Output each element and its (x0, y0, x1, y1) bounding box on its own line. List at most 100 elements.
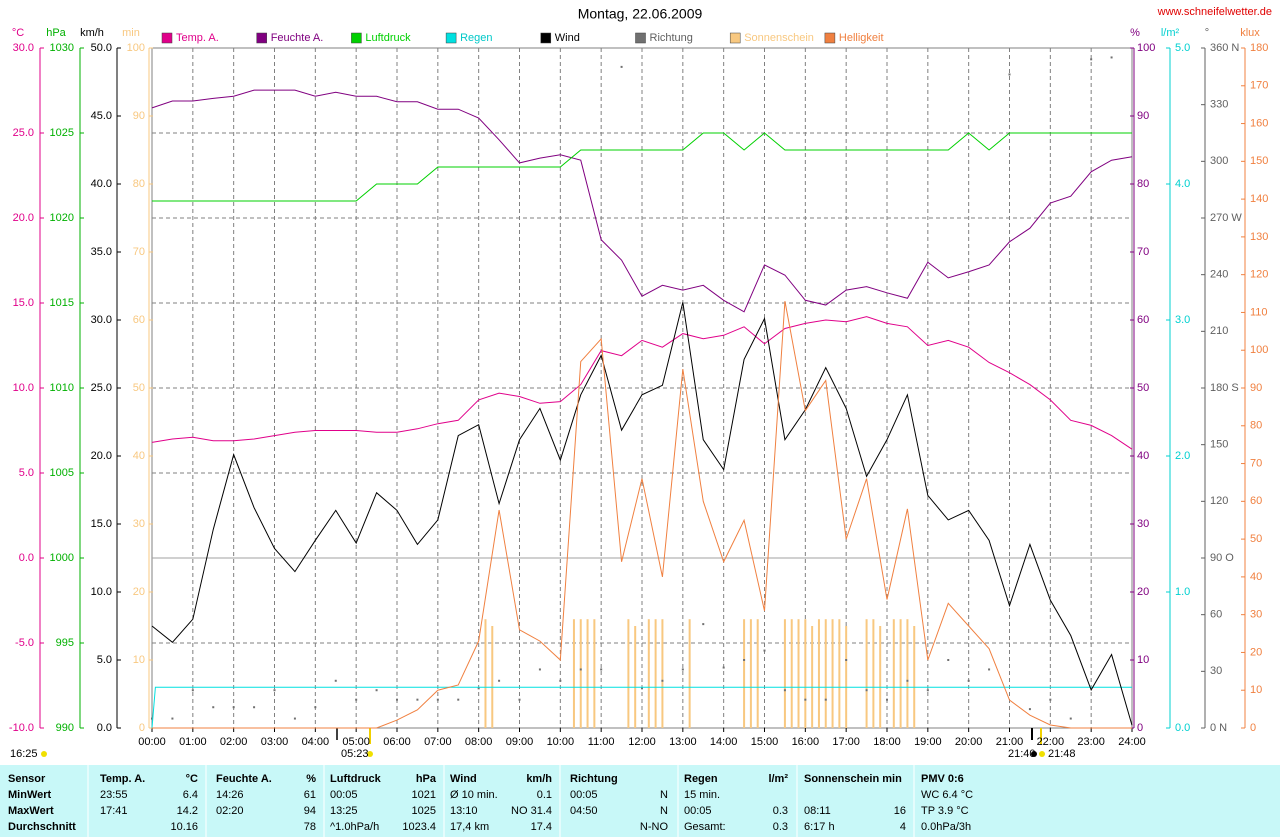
direction-dot (967, 679, 970, 682)
table-cell: 1023.4 (402, 821, 436, 833)
x-tick-label: 02:00 (220, 736, 248, 748)
sunshine-bar (845, 626, 848, 728)
table-header: Sensor (8, 773, 46, 785)
y-tick-label: 1005 (50, 467, 74, 479)
legend-label: Luftdruck (365, 32, 411, 44)
sunshine-bar (831, 619, 834, 728)
direction-dot (763, 649, 766, 652)
direction-dot (436, 698, 439, 701)
sunshine-bar (586, 619, 589, 728)
stats-panel (0, 765, 1280, 837)
y-tick-label: 50.0 (91, 42, 112, 54)
sunshine-bar (899, 619, 902, 728)
y-tick-label: 20 (133, 586, 145, 598)
y-tick-label: 1000 (50, 552, 74, 564)
table-header: °C (186, 773, 198, 785)
table-cell: TP 3.9 °C (921, 805, 969, 817)
sunshine-bar (593, 619, 596, 728)
direction-dot (661, 679, 664, 682)
y-tick-label: 20 (1137, 586, 1149, 598)
x-tick-label: 03:00 (261, 736, 289, 748)
y-tick-label: 210 (1210, 325, 1228, 337)
table-cell: 10.16 (170, 821, 198, 833)
y-tick-label: 90 (133, 110, 145, 122)
table-cell: 04:50 (570, 805, 598, 817)
y-tick-label: 100 (1250, 344, 1268, 356)
website: www.schneifelwetter.de (1157, 6, 1272, 18)
x-tick-label: 20:00 (955, 736, 983, 748)
y-tick-label: 30 (133, 518, 145, 530)
table-cell: 61 (304, 789, 316, 801)
direction-dot (1090, 58, 1093, 61)
table-cell: 00:05 (330, 789, 358, 801)
x-tick-label: 17:00 (832, 736, 860, 748)
table-cell: 13:25 (330, 805, 358, 817)
x-tick-label: 23:00 (1077, 736, 1105, 748)
y-tick-label: 4.0 (1175, 178, 1190, 190)
y-tick-label: 270 W (1210, 212, 1242, 224)
table-header: Richtung (570, 773, 618, 785)
direction-dot (171, 717, 174, 720)
y-tick-label: 10 (133, 654, 145, 666)
direction-dot (477, 687, 480, 690)
sunshine-bar (661, 619, 664, 728)
y-tick-label: 25.0 (13, 127, 34, 139)
table-cell: 00:05 (684, 805, 712, 817)
legend-label: Wind (555, 32, 580, 44)
legend-swatch (540, 32, 552, 44)
sunshine-bar (783, 619, 786, 728)
legend-label: Helligkeit (839, 32, 884, 44)
sunshine-bar (749, 619, 752, 728)
direction-dot (457, 698, 460, 701)
y-tick-label: 180 S (1210, 382, 1239, 394)
series-line (152, 132, 1132, 202)
legend-swatch (161, 32, 173, 44)
direction-dot (518, 698, 521, 701)
direction-dot (681, 668, 684, 671)
direction-dot (559, 679, 562, 682)
legend-label: Sonnenschein (744, 32, 814, 44)
sunshine-bar (817, 619, 820, 728)
axis-unit: min (122, 27, 140, 39)
table-row-label: MinWert (8, 789, 52, 801)
table-row-label: MaxWert (8, 805, 54, 817)
y-tick-label: 30 (1137, 518, 1149, 530)
y-tick-label: 90 O (1210, 552, 1234, 564)
y-tick-label: 20.0 (13, 212, 34, 224)
y-tick-label: 10.0 (91, 586, 112, 598)
table-header: Sonnenschein min (804, 773, 902, 785)
sun-icon (1039, 751, 1045, 757)
sunshine-bar (634, 626, 637, 728)
legend-label: Regen (460, 32, 492, 44)
x-tick-label: 15:00 (751, 736, 779, 748)
sun-time: 21:48 (1048, 748, 1076, 760)
x-tick-label: 16:00 (792, 736, 820, 748)
direction-dot (579, 668, 582, 671)
direction-dot (416, 698, 419, 701)
y-tick-label: 60 (133, 314, 145, 326)
y-tick-label: 30 (1250, 609, 1262, 621)
x-tick-label: 08:00 (465, 736, 493, 748)
direction-dot (273, 689, 276, 692)
axis-unit: hPa (46, 27, 66, 39)
direction-dot (232, 706, 235, 709)
series-line (151, 316, 1133, 450)
direction-dot (641, 687, 643, 690)
x-tick-label: 14:00 (710, 736, 738, 748)
y-tick-label: 50 (1250, 533, 1262, 545)
legend-swatch (824, 32, 836, 44)
direction-dot (375, 689, 378, 692)
axis-unit: klux (1240, 27, 1260, 39)
y-tick-label: 150 (1210, 439, 1228, 451)
y-tick-label: 90 (1137, 110, 1149, 122)
y-tick-label: 90 (1250, 382, 1262, 394)
sunshine-bar (484, 619, 487, 728)
table-cell: 1021 (412, 789, 436, 801)
sunshine-bar (838, 619, 841, 728)
y-tick-label: 130 (1250, 231, 1268, 243)
sunshine-bar (491, 626, 494, 728)
table-header: Wind (450, 773, 477, 785)
